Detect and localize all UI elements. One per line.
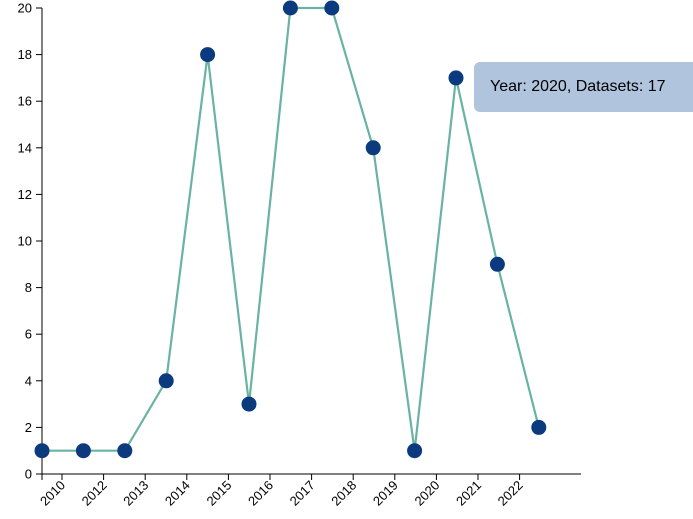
y-tick-label: 12	[18, 187, 32, 202]
data-point[interactable]	[365, 140, 381, 156]
data-point[interactable]	[34, 443, 50, 459]
data-point[interactable]	[407, 443, 423, 459]
y-tick-label: 10	[18, 234, 32, 249]
y-tick-label: 14	[18, 140, 32, 155]
y-tick-label: 18	[18, 47, 32, 62]
series-line	[42, 6, 540, 452]
x-tick-label: 2014	[162, 478, 193, 509]
y-tick-label: 8	[25, 280, 32, 295]
data-point[interactable]	[241, 396, 257, 412]
data-point[interactable]	[75, 443, 91, 459]
x-tick-label: 2013	[120, 478, 151, 509]
y-tick-label: 4	[25, 373, 32, 388]
x-tick-label: 2016	[245, 478, 276, 509]
tooltip: Year: 2020, Datasets: 17	[474, 62, 693, 112]
data-point[interactable]	[489, 256, 505, 272]
x-tick-label: 2010	[37, 478, 68, 509]
data-point[interactable]	[448, 70, 464, 86]
data-point[interactable]	[200, 47, 216, 63]
y-axis: 0 2 4 6 8 10 12 14 16 18 20	[18, 1, 43, 482]
y-tick-label: 20	[18, 1, 32, 16]
y-tick-label: 16	[18, 94, 32, 109]
data-points	[34, 0, 547, 459]
x-tick-label: 2017	[287, 478, 318, 509]
x-tick-label: 2021	[453, 478, 484, 509]
x-axis: 2010 2012 2013 2014 2015 2016 2017 2018 2019 2020…	[37, 473, 581, 509]
x-tick-label: 2019	[370, 478, 401, 509]
data-point[interactable]	[324, 0, 340, 16]
data-point[interactable]	[531, 419, 547, 435]
series-line-group	[42, 6, 540, 452]
x-tick-label: 2018	[328, 478, 359, 509]
tooltip-text: Year: 2020, Datasets: 17	[490, 78, 666, 95]
x-tick-label: 2012	[79, 478, 110, 509]
data-point[interactable]	[158, 373, 174, 389]
y-tick-label: 6	[25, 327, 32, 342]
y-tick-label: 0	[25, 467, 32, 482]
x-tick-label: 2022	[495, 478, 526, 509]
data-point[interactable]	[282, 0, 298, 16]
y-tick-label: 2	[25, 420, 32, 435]
x-tick-label: 2020	[411, 478, 442, 509]
data-point[interactable]	[117, 443, 133, 459]
x-tick-label: 2015	[203, 478, 234, 509]
